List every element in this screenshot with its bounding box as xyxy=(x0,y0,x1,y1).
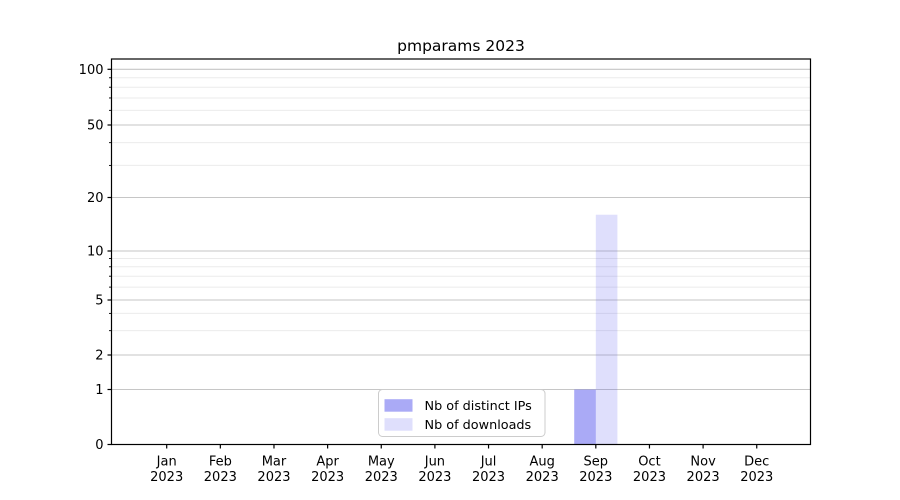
bars-layer xyxy=(574,214,618,445)
x-tick-label-year: 2023 xyxy=(633,470,666,485)
legend-label: Nb of downloads xyxy=(425,418,532,433)
x-tick-label-month: Oct xyxy=(638,455,660,470)
x-tick-label-year: 2023 xyxy=(526,470,559,485)
x-tick-label-year: 2023 xyxy=(365,470,398,485)
x-tick-label-month: Jul xyxy=(480,455,497,470)
axes-layer xyxy=(107,58,812,449)
x-tick-label-year: 2023 xyxy=(472,470,505,485)
x-tick-label-year: 2023 xyxy=(740,470,773,485)
grid-layer xyxy=(111,68,811,391)
x-tick-label-year: 2023 xyxy=(579,470,612,485)
plot-border xyxy=(110,58,812,446)
legend-label: Nb of distinct IPs xyxy=(425,399,533,414)
x-tick-label-year: 2023 xyxy=(150,470,183,485)
x-tick-label-month: Aug xyxy=(529,455,554,470)
y-tick-label: 5 xyxy=(95,294,103,309)
bar-distinct-ips xyxy=(574,389,596,445)
y-tick-label: 1 xyxy=(95,383,103,398)
y-tick-label: 10 xyxy=(87,245,104,260)
bar-downloads xyxy=(595,214,618,445)
y-tick-label: 100 xyxy=(79,63,104,78)
x-tick-label-month: Sep xyxy=(584,455,609,470)
x-tick-label-year: 2023 xyxy=(418,470,451,485)
y-tick-label: 2 xyxy=(95,349,103,364)
x-tick-label-year: 2023 xyxy=(311,470,344,485)
x-tick-label-month: Nov xyxy=(690,455,716,470)
x-tick-label-year: 2023 xyxy=(204,470,237,485)
x-tick-label-year: 2023 xyxy=(687,470,720,485)
x-tick-label-month: Jan xyxy=(156,455,177,470)
y-tick-label: 0 xyxy=(95,438,103,453)
x-tick-label-month: Dec xyxy=(744,455,769,470)
y-tick-label: 20 xyxy=(87,191,104,206)
chart-title: pmparams 2023 xyxy=(397,37,525,55)
legend-swatch-distinct-ips xyxy=(384,399,413,412)
x-tick-label-month: Feb xyxy=(209,455,232,470)
x-tick-label-year: 2023 xyxy=(257,470,290,485)
labels-layer: 0125102050100Jan2023Feb2023Mar2023Apr202… xyxy=(79,63,774,485)
legend-swatch-downloads xyxy=(384,418,413,431)
x-tick-label-month: May xyxy=(368,455,395,470)
legend: Nb of distinct IPs Nb of downloads xyxy=(378,389,546,437)
x-tick-label-month: Jun xyxy=(424,455,445,470)
legend-box xyxy=(378,389,546,437)
y-tick-label: 50 xyxy=(87,119,104,134)
x-tick-label-month: Mar xyxy=(262,455,287,470)
x-tick-label-month: Apr xyxy=(316,455,339,470)
